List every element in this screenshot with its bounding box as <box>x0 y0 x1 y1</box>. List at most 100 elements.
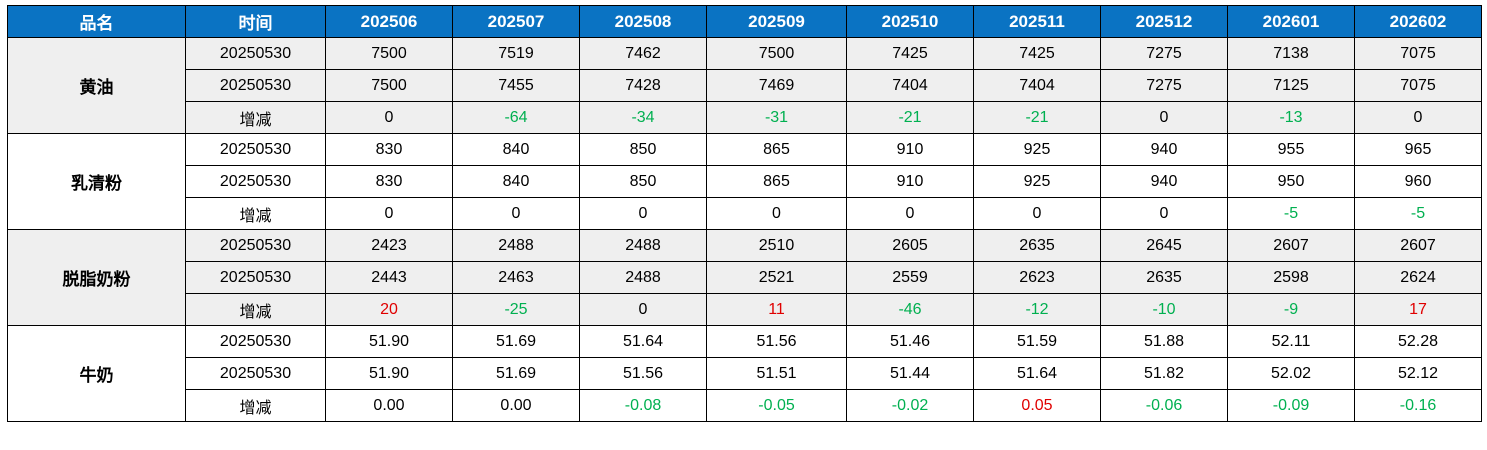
value-cell: 52.11 <box>1227 325 1355 358</box>
header-month-202512: 202512 <box>1100 5 1228 38</box>
value-cell: 51.64 <box>579 325 707 358</box>
value-cell: 955 <box>1227 133 1355 166</box>
time-cell: 20250530 <box>185 69 326 102</box>
value-cell: 7500 <box>325 69 453 102</box>
value-cell: 51.82 <box>1100 357 1228 390</box>
value-cell: 7519 <box>452 37 580 70</box>
value-cell: 51.90 <box>325 325 453 358</box>
value-cell: 865 <box>706 165 847 198</box>
change-value-cell: 0 <box>452 197 580 230</box>
table-row: 乳清粉 20250530 830 840 850 865 910 925 940 955 965 <box>7 133 1482 230</box>
change-value-cell: -9 <box>1227 293 1355 326</box>
table-row: 增减 0 0 0 0 0 0 0 -5 -5 <box>8 197 1482 230</box>
value-cell: 830 <box>325 133 453 166</box>
header-month-202510: 202510 <box>846 5 974 38</box>
table-row: 20250530 830 840 850 865 910 925 940 950 960 <box>8 165 1482 198</box>
change-value-cell: -34 <box>579 101 707 134</box>
change-value-cell: -64 <box>452 101 580 134</box>
value-cell: 7500 <box>325 37 453 70</box>
value-cell: 840 <box>452 165 580 198</box>
change-value-cell: 0 <box>1100 197 1228 230</box>
header-month-202509: 202509 <box>706 5 847 38</box>
value-cell: 965 <box>1354 133 1482 166</box>
value-cell: 925 <box>973 133 1101 166</box>
value-cell: 2623 <box>973 261 1101 294</box>
change-value-cell: 0 <box>1100 101 1228 134</box>
value-cell: 7075 <box>1354 37 1482 70</box>
value-cell: 7425 <box>973 37 1101 70</box>
change-value-cell: -0.16 <box>1354 389 1482 422</box>
change-value-cell: -0.09 <box>1227 389 1355 422</box>
value-cell: 2423 <box>325 229 453 262</box>
value-cell: 52.02 <box>1227 357 1355 390</box>
value-cell: 2607 <box>1354 229 1482 262</box>
change-value-cell: 17 <box>1354 293 1482 326</box>
value-cell: 7404 <box>973 69 1101 102</box>
value-cell: 2635 <box>1100 261 1228 294</box>
change-value-cell: 0 <box>325 101 453 134</box>
table-row: 20250530 7500 7455 7428 7469 7404 7404 7275 7125… <box>8 69 1482 102</box>
change-value-cell: 0 <box>1354 101 1482 134</box>
value-cell: 850 <box>579 133 707 166</box>
value-cell: 2521 <box>706 261 847 294</box>
value-cell: 7404 <box>846 69 974 102</box>
value-cell: 850 <box>579 165 707 198</box>
change-value-cell: -31 <box>706 101 847 134</box>
header-month-202602: 202602 <box>1354 5 1482 38</box>
value-cell: 940 <box>1100 133 1228 166</box>
header-month-202601: 202601 <box>1227 5 1355 38</box>
value-cell: 52.12 <box>1354 357 1482 390</box>
change-value-cell: -10 <box>1100 293 1228 326</box>
value-cell: 2635 <box>973 229 1101 262</box>
value-cell: 51.64 <box>973 357 1101 390</box>
table-row: 脱脂奶粉 20250530 2423 2488 2488 2510 2605 2635 2645… <box>7 229 1482 326</box>
table-row: 牛奶 20250530 51.90 51.69 51.64 51.56 51.46 51.59… <box>7 325 1482 422</box>
value-cell: 51.46 <box>846 325 974 358</box>
value-cell: 51.88 <box>1100 325 1228 358</box>
value-cell: 2598 <box>1227 261 1355 294</box>
change-value-cell: -0.05 <box>706 389 847 422</box>
price-table: 品名 时间 202506 202507 202508 202509 202510 2025… <box>7 5 1482 422</box>
change-value-cell: -5 <box>1354 197 1482 230</box>
change-value-cell: -0.02 <box>846 389 974 422</box>
value-cell: 830 <box>325 165 453 198</box>
value-cell: 7275 <box>1100 69 1228 102</box>
table-row: 增减 20 -25 0 11 -46 -12 -10 -9 17 <box>8 293 1482 326</box>
value-cell: 7469 <box>706 69 847 102</box>
value-cell: 2443 <box>325 261 453 294</box>
value-cell: 51.90 <box>325 357 453 390</box>
value-cell: 2624 <box>1354 261 1482 294</box>
change-value-cell: -21 <box>973 101 1101 134</box>
value-cell: 2559 <box>846 261 974 294</box>
table-row: 增减 0.00 0.00 -0.08 -0.05 -0.02 0.05 -0.06 -0.09-… <box>8 389 1482 422</box>
table-row: 20250530 2443 2463 2488 2521 2559 2623 2635 2598… <box>8 261 1482 294</box>
value-cell: 7138 <box>1227 37 1355 70</box>
change-value-cell: -13 <box>1227 101 1355 134</box>
value-cell: 2607 <box>1227 229 1355 262</box>
value-cell: 51.69 <box>452 325 580 358</box>
header-month-202511: 202511 <box>973 5 1101 38</box>
value-cell: 2463 <box>452 261 580 294</box>
product-name-cell: 牛奶 <box>7 325 186 422</box>
change-value-cell: 20 <box>325 293 453 326</box>
product-name-cell: 黄油 <box>7 37 186 134</box>
value-cell: 7500 <box>706 37 847 70</box>
change-label-cell: 增减 <box>185 197 326 230</box>
value-cell: 910 <box>846 165 974 198</box>
value-cell: 7428 <box>579 69 707 102</box>
value-cell: 7075 <box>1354 69 1482 102</box>
change-value-cell: 0.05 <box>973 389 1101 422</box>
value-cell: 7455 <box>452 69 580 102</box>
table-row: 黄油 20250530 7500 7519 7462 7500 7425 7425 7275 71… <box>7 37 1482 134</box>
header-month-202507: 202507 <box>452 5 580 38</box>
change-value-cell: 11 <box>706 293 847 326</box>
value-cell: 52.28 <box>1354 325 1482 358</box>
time-cell: 20250530 <box>185 325 326 358</box>
value-cell: 2605 <box>846 229 974 262</box>
change-value-cell: -12 <box>973 293 1101 326</box>
change-value-cell: 0.00 <box>325 389 453 422</box>
value-cell: 7275 <box>1100 37 1228 70</box>
time-cell: 20250530 <box>185 133 326 166</box>
value-cell: 7462 <box>579 37 707 70</box>
change-value-cell: 0 <box>579 293 707 326</box>
